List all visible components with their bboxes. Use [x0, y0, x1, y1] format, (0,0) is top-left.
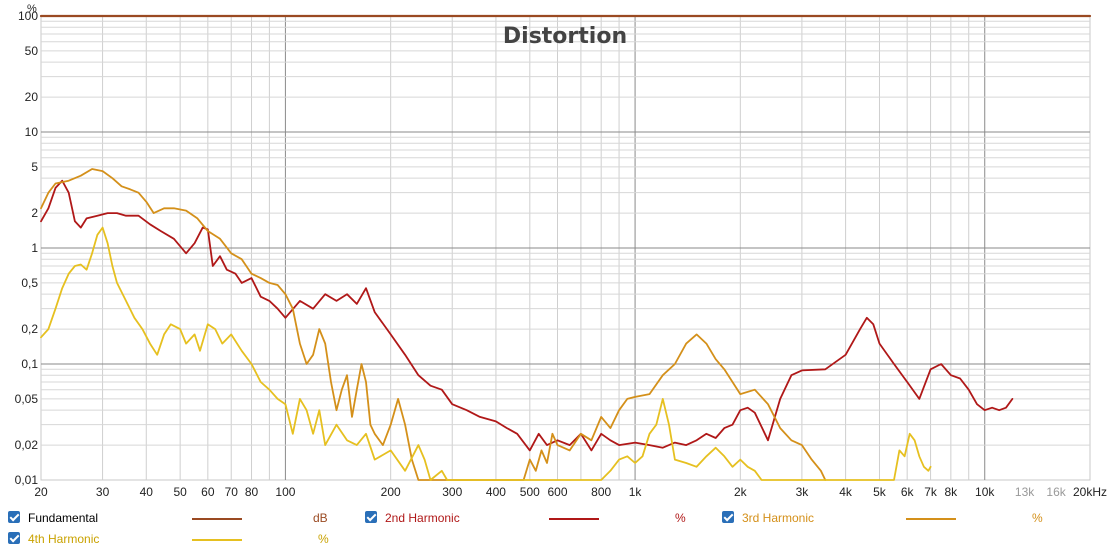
x-tick-label: 7k — [924, 485, 938, 499]
legend-item-3rd-harmonic[interactable]: 3rd Harmonic % — [722, 509, 1062, 527]
y-tick-label: 20 — [25, 90, 39, 104]
legend-unit: % — [675, 511, 686, 525]
x-tick-label: 30 — [96, 485, 110, 499]
x-axis-ticks: 20 30 40 50 60 70 80 100 200 300 400 500 600 800 1k 2k 3… — [34, 485, 1107, 499]
legend-item-4th-harmonic[interactable]: 4th Harmonic % — [8, 530, 348, 548]
y-tick-label: 100 — [18, 9, 38, 23]
x-tick-label: 4k — [839, 485, 853, 499]
x-tick-label: 13k — [1015, 485, 1035, 499]
legend-unit: % — [1032, 511, 1043, 525]
x-tick-label: 500 — [520, 485, 540, 499]
y-tick-label: 1 — [31, 241, 38, 255]
legend-swatch — [906, 518, 956, 520]
x-tick-label: 50 — [173, 485, 187, 499]
x-tick-label: 8k — [945, 485, 959, 499]
y-tick-label: 2 — [31, 206, 38, 220]
legend-swatch — [192, 518, 242, 520]
x-tick-label: 200 — [381, 485, 401, 499]
y-tick-label: 10 — [25, 125, 39, 139]
y-tick-label: 5 — [31, 160, 38, 174]
4th-harmonic-checkbox[interactable] — [8, 532, 20, 544]
series-4th-harmonic — [40, 226, 932, 481]
fundamental-checkbox[interactable] — [8, 511, 20, 523]
3rd-harmonic-checkbox[interactable] — [722, 511, 734, 523]
legend-swatch — [549, 518, 599, 520]
y-tick-label: 0,05 — [15, 392, 39, 406]
y-tick-label: 0,2 — [21, 322, 38, 336]
x-tick-label: 100 — [275, 485, 295, 499]
x-tick-label: 20 — [34, 485, 48, 499]
2nd-harmonic-checkbox[interactable] — [365, 511, 377, 523]
legend-unit: % — [318, 532, 329, 546]
y-tick-label: 0,1 — [21, 357, 38, 371]
x-tick-label: 70 — [225, 485, 239, 499]
x-tick-label: 1k — [629, 485, 643, 499]
x-tick-label: 800 — [591, 485, 611, 499]
y-tick-label: 0,5 — [21, 276, 38, 290]
x-tick-label: 400 — [486, 485, 506, 499]
y-tick-label: 0,02 — [15, 438, 39, 452]
grid — [40, 15, 1091, 481]
x-tick-label: 600 — [547, 485, 567, 499]
legend-item-2nd-harmonic[interactable]: 2nd Harmonic % — [365, 509, 705, 527]
series-lines — [39, 14, 1092, 481]
y-axis-ticks: 100 50 20 10 5 2 1 0,5 0,2 0,1 0,05 0,02 0,01 — [15, 9, 39, 487]
x-tick-label: 60 — [201, 485, 215, 499]
y-tick-label: 0,01 — [15, 473, 39, 487]
series-2nd-harmonic — [40, 179, 1014, 452]
legend-name: 3rd Harmonic — [742, 511, 815, 525]
x-tick-label: 3k — [796, 485, 810, 499]
distortion-chart: 100 50 20 10 5 2 1 0,5 0,2 0,1 0,05 0,02 0,01 20 30 40… — [15, 3, 1107, 499]
x-tick-label: 80 — [245, 485, 259, 499]
y-tick-label: 50 — [25, 44, 39, 58]
chart-title: Distortion — [503, 24, 627, 49]
x-tick-label: 16k — [1046, 485, 1066, 499]
x-tick-label: 10k — [975, 485, 995, 499]
y-unit-label: % — [27, 3, 37, 15]
legend-item-fundamental[interactable]: Fundamental dB — [8, 509, 348, 527]
x-tick-label: 20kHz — [1073, 485, 1107, 499]
x-tick-label: 300 — [442, 485, 462, 499]
legend-name: 4th Harmonic — [28, 532, 100, 546]
x-tick-label: 2k — [734, 485, 748, 499]
legend-name: 2nd Harmonic — [385, 511, 460, 525]
legend-unit: dB — [313, 511, 328, 525]
legend: Fundamental dB 2nd Harmonic % 3rd Harmon… — [0, 506, 1110, 553]
legend-swatch — [192, 539, 242, 541]
x-tick-label: 5k — [873, 485, 887, 499]
x-tick-label: 40 — [140, 485, 154, 499]
series-3rd-harmonic — [40, 168, 827, 481]
x-tick-label: 6k — [901, 485, 915, 499]
legend-name: Fundamental — [28, 511, 99, 525]
